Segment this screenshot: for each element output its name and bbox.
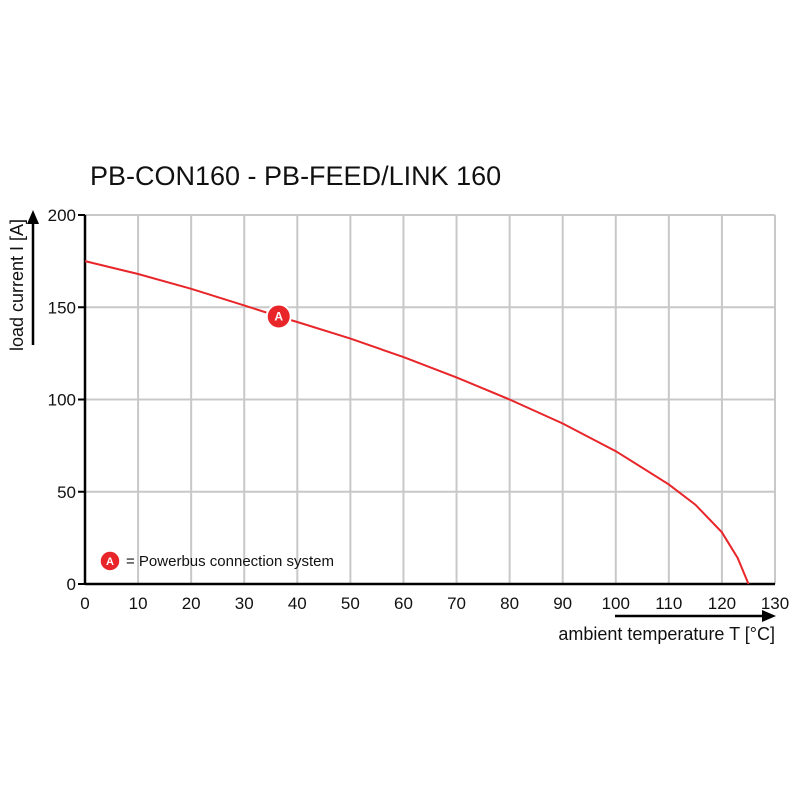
legend-marker — [99, 550, 121, 572]
x-tick-label-60: 60 — [394, 594, 413, 613]
x-tick-label-20: 20 — [182, 594, 201, 613]
y-tick-label-0: 0 — [67, 575, 76, 594]
y-tick-label-200: 200 — [48, 206, 76, 225]
marker-a-circle — [265, 303, 292, 330]
y-tick-label-150: 150 — [48, 298, 76, 317]
x-tick-label-100: 100 — [602, 594, 630, 613]
series-line-a — [84, 260, 750, 585]
x-tick-label-80: 80 — [500, 594, 519, 613]
y-tick-label-100: 100 — [48, 391, 76, 410]
x-tick-label-50: 50 — [341, 594, 360, 613]
x-tick-label-130: 130 — [761, 594, 789, 613]
legend-marker-label: A — [106, 556, 114, 568]
chart-title: PB-CON160 - PB-FEED/LINK 160 — [90, 161, 501, 191]
y-tick-label-50: 50 — [57, 483, 76, 502]
x-axis-arrowhead — [762, 610, 776, 622]
legend: A = Powerbus connection system — [99, 550, 334, 572]
x-tick-label-110: 110 — [655, 594, 682, 613]
x-tick-label-0: 0 — [80, 594, 89, 613]
legend-text: = Powerbus connection system — [126, 553, 334, 570]
y-axis-arrowhead — [27, 210, 39, 224]
x-axis-label: ambient temperature T [°C] — [558, 624, 775, 644]
y-axis-label: load current I [A] — [7, 219, 27, 351]
axes — [78, 214, 775, 586]
x-tick-label-90: 90 — [553, 594, 572, 613]
marker-a: A — [265, 303, 292, 330]
x-tick-label-40: 40 — [288, 594, 307, 613]
x-tick-label-120: 120 — [708, 594, 736, 613]
x-tick-label-10: 10 — [129, 594, 148, 613]
tick-labels: 0 10 20 30 40 50 60 70 80 90 100 110 120 130 0 50 100 150… — [48, 206, 790, 613]
marker-a-label: A — [274, 309, 283, 323]
x-tick-label-70: 70 — [447, 594, 466, 613]
x-tick-label-30: 30 — [235, 594, 254, 613]
grid — [85, 214, 776, 584]
